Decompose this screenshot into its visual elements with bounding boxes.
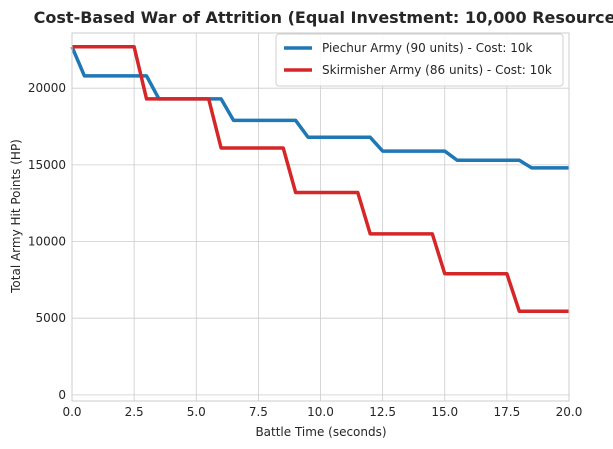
y-tick-label: 15000 <box>28 158 66 172</box>
x-tick-label: 20.0 <box>556 405 583 419</box>
series-line-2 <box>72 45 569 314</box>
grid-lines <box>71 33 570 401</box>
legend-label-1: Piechur Army (90 units) - Cost: 10k <box>322 41 532 55</box>
x-tick-label: 15.0 <box>431 405 458 419</box>
legend-box <box>275 33 564 87</box>
chart-title: Cost-Based War of Attrition (Equal Inves… <box>34 8 613 27</box>
y-tick-label: 20000 <box>28 81 66 95</box>
x-tick-label: 5.0 <box>187 405 206 419</box>
legend: Piechur Army (90 units) - Cost: 10k Skirm… <box>275 33 564 87</box>
y-tick-label: 5000 <box>35 311 66 325</box>
y-tick-labels: 0 5000 10000 15000 20000 <box>28 81 66 402</box>
x-tick-label: 17.5 <box>494 405 521 419</box>
plot-frame <box>71 32 570 402</box>
x-tick-label: 2.5 <box>125 405 144 419</box>
series-layer <box>70 45 569 314</box>
x-tick-label: 10.0 <box>307 405 334 419</box>
x-tick-label: 7.5 <box>249 405 268 419</box>
y-tick-label: 10000 <box>28 235 66 249</box>
y-axis-label: Total Army Hit Points (HP) <box>9 139 23 294</box>
x-tick-labels: 0.0 2.5 5.0 7.5 10.0 12.5 15.0 17.5 20.0 <box>62 405 582 419</box>
x-tick-label: 12.5 <box>369 405 396 419</box>
x-axis-label: Battle Time (seconds) <box>255 425 386 439</box>
series-line-1 <box>70 46 569 170</box>
y-tick-label: 0 <box>58 388 66 402</box>
legend-label-2: Skirmisher Army (86 units) - Cost: 10k <box>322 63 552 77</box>
x-tick-label: 0.0 <box>62 405 81 419</box>
legend-items: Piechur Army (90 units) - Cost: 10k Skirm… <box>284 41 552 77</box>
